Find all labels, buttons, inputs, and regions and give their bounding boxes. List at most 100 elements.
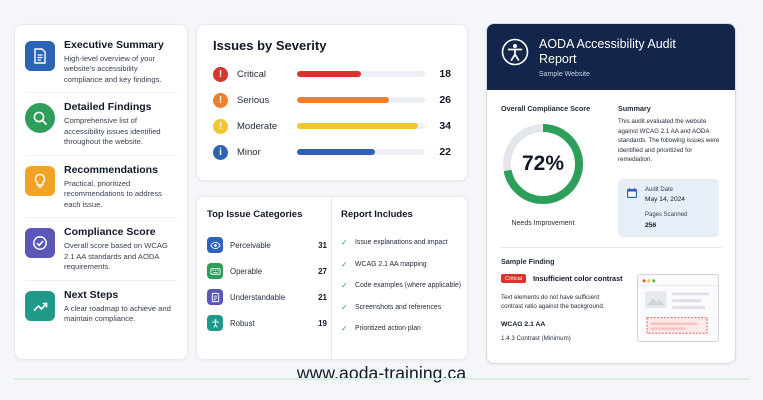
summary-text: This audit evaluated the website against…	[618, 118, 720, 164]
feature-title: Next Steps	[64, 288, 119, 301]
severity-bar-track	[297, 97, 425, 103]
feature-detailed-findings: Detailed Findings Comprehensive list of …	[25, 93, 177, 156]
feature-description: Comprehensive list of accessibility issu…	[64, 116, 161, 147]
include-item: ✓ Code examples (where applicable)	[341, 275, 467, 297]
accessibility-icon	[207, 315, 223, 331]
feature-title: Detailed Findings	[64, 101, 152, 114]
eye-icon	[207, 237, 223, 253]
include-label: Screenshots and references	[355, 303, 442, 311]
report-subtitle: Sample Website	[539, 71, 590, 78]
report-title: AODA Accessibility Audit Report	[539, 37, 676, 66]
category-label: Operable	[230, 266, 263, 276]
score-status: Needs Improvement	[511, 220, 575, 227]
feature-next-steps: Next Steps A clear roadmap to achieve an…	[25, 281, 177, 332]
audit-report-preview: AODA Accessibility Audit Report Sample W…	[486, 23, 736, 364]
pages-scanned-label: Pages Scanned	[645, 212, 688, 218]
footer-website-url[interactable]: www.aoda-training.ca	[296, 363, 467, 383]
category-label: Understandable	[230, 292, 286, 302]
trend-up-icon	[25, 290, 55, 321]
divider	[499, 247, 723, 248]
feature-executive-summary: Executive Summary High-level overview of…	[25, 31, 177, 94]
footer-accent-line	[14, 378, 749, 380]
check-icon: ✓	[341, 281, 348, 291]
severity-bar	[297, 123, 418, 129]
category-row-robust: Robust 19	[207, 310, 327, 336]
includes-title: Report Includes	[341, 209, 413, 220]
category-row-operable: Operable 27	[207, 258, 327, 284]
feature-description: Practical, prioritized recommendations t…	[64, 178, 162, 209]
category-label: Perceivable	[230, 240, 271, 250]
document-icon	[25, 41, 55, 71]
alert-icon: !	[213, 118, 228, 134]
feature-title: Compliance Score	[64, 226, 156, 239]
category-count: 31	[318, 240, 327, 250]
severity-count: 22	[439, 146, 451, 158]
category-row-perceivable: Perceivable 31	[207, 232, 327, 258]
magnifier-icon	[25, 103, 55, 134]
include-item: ✓ WCAG 2.1 AA mapping	[341, 254, 467, 276]
severity-bar-track	[297, 149, 425, 155]
top-issue-categories: Top Issue Categories Perceivable 31 Oper…	[207, 209, 327, 336]
categories-title: Top Issue Categories	[207, 209, 303, 220]
check-icon: ✓	[341, 302, 348, 312]
include-label: Code examples (where applicable)	[355, 282, 462, 290]
alert-icon: !	[213, 66, 228, 82]
feature-description: Overall score based on WCAG 2.1 AA stand…	[64, 241, 168, 272]
feature-compliance-score: Compliance Score Overall score based on …	[25, 218, 177, 281]
severity-count: 26	[439, 94, 451, 106]
category-count: 21	[318, 292, 327, 302]
category-count: 27	[318, 266, 327, 276]
severity-card: Issues by Severity ! Critical 18 ! Serio…	[196, 24, 468, 181]
critical-badge: Critical	[501, 274, 527, 283]
severity-count: 34	[439, 120, 451, 132]
severity-label: Critical	[237, 68, 267, 80]
severity-row-minor: i Minor 22	[213, 139, 451, 165]
audit-info-box: Audit Date May 14, 2024 Pages Scanned 25…	[618, 179, 719, 237]
severity-title: Issues by Severity	[213, 38, 327, 53]
alert-icon: !	[213, 92, 228, 108]
feature-description: A clear roadmap to achieve and maintain …	[64, 303, 171, 324]
pages-scanned-value: 256	[645, 222, 657, 229]
check-icon: ✓	[341, 259, 348, 269]
accessibility-icon	[501, 38, 529, 66]
summary-heading: Summary	[618, 104, 651, 113]
info-icon: i	[213, 144, 228, 160]
severity-label: Minor	[237, 146, 261, 158]
compliance-gauge	[503, 124, 583, 204]
report-includes: Report Includes ✓ Issue explanations and …	[341, 209, 467, 340]
finding-heading: Sample Finding	[501, 257, 555, 266]
include-label: Prioritized action plan	[355, 325, 421, 333]
audit-date-value: May 14, 2024	[645, 196, 685, 203]
gauge-arc	[503, 124, 583, 204]
severity-label: Moderate	[237, 120, 278, 132]
page-icon	[207, 289, 223, 305]
severity-count: 18	[439, 68, 451, 80]
check-icon: ✓	[341, 238, 348, 248]
include-item: ✓ Screenshots and references	[341, 297, 467, 319]
features-card: Executive Summary High-level overview of…	[14, 24, 188, 360]
include-label: Issue explanations and impact	[355, 239, 448, 247]
severity-bar	[297, 149, 376, 155]
lightbulb-icon	[25, 165, 55, 196]
score-value: 72%	[521, 152, 565, 175]
webpage-mockup-image	[637, 274, 719, 342]
feature-description: High-level overview of your website's ac…	[64, 54, 162, 84]
category-count: 19	[318, 318, 327, 328]
severity-bar-track	[297, 71, 425, 77]
divider	[331, 197, 332, 359]
severity-bar	[297, 97, 390, 103]
severity-row-moderate: ! Moderate 34	[213, 113, 451, 139]
feature-recommendations: Recommendations Practical, prioritized r…	[25, 156, 177, 219]
feature-title: Recommendations	[64, 163, 158, 176]
severity-bar-track	[297, 123, 425, 129]
category-row-understandable: Understandable 21	[207, 284, 327, 310]
category-label: Robust	[230, 318, 255, 328]
audit-date-label: Audit Date	[645, 187, 674, 193]
include-label: WCAG 2.1 AA mapping	[355, 260, 427, 268]
finding-wcag-level: WCAG 2.1 AA	[501, 321, 546, 328]
check-icon: ✓	[341, 324, 348, 334]
severity-bar	[297, 71, 361, 77]
finding-description: Text elements do not have sufficient con…	[501, 294, 605, 311]
report-header: AODA Accessibility Audit Report Sample W…	[487, 24, 735, 90]
include-item: ✓ Prioritized action plan	[341, 318, 467, 340]
